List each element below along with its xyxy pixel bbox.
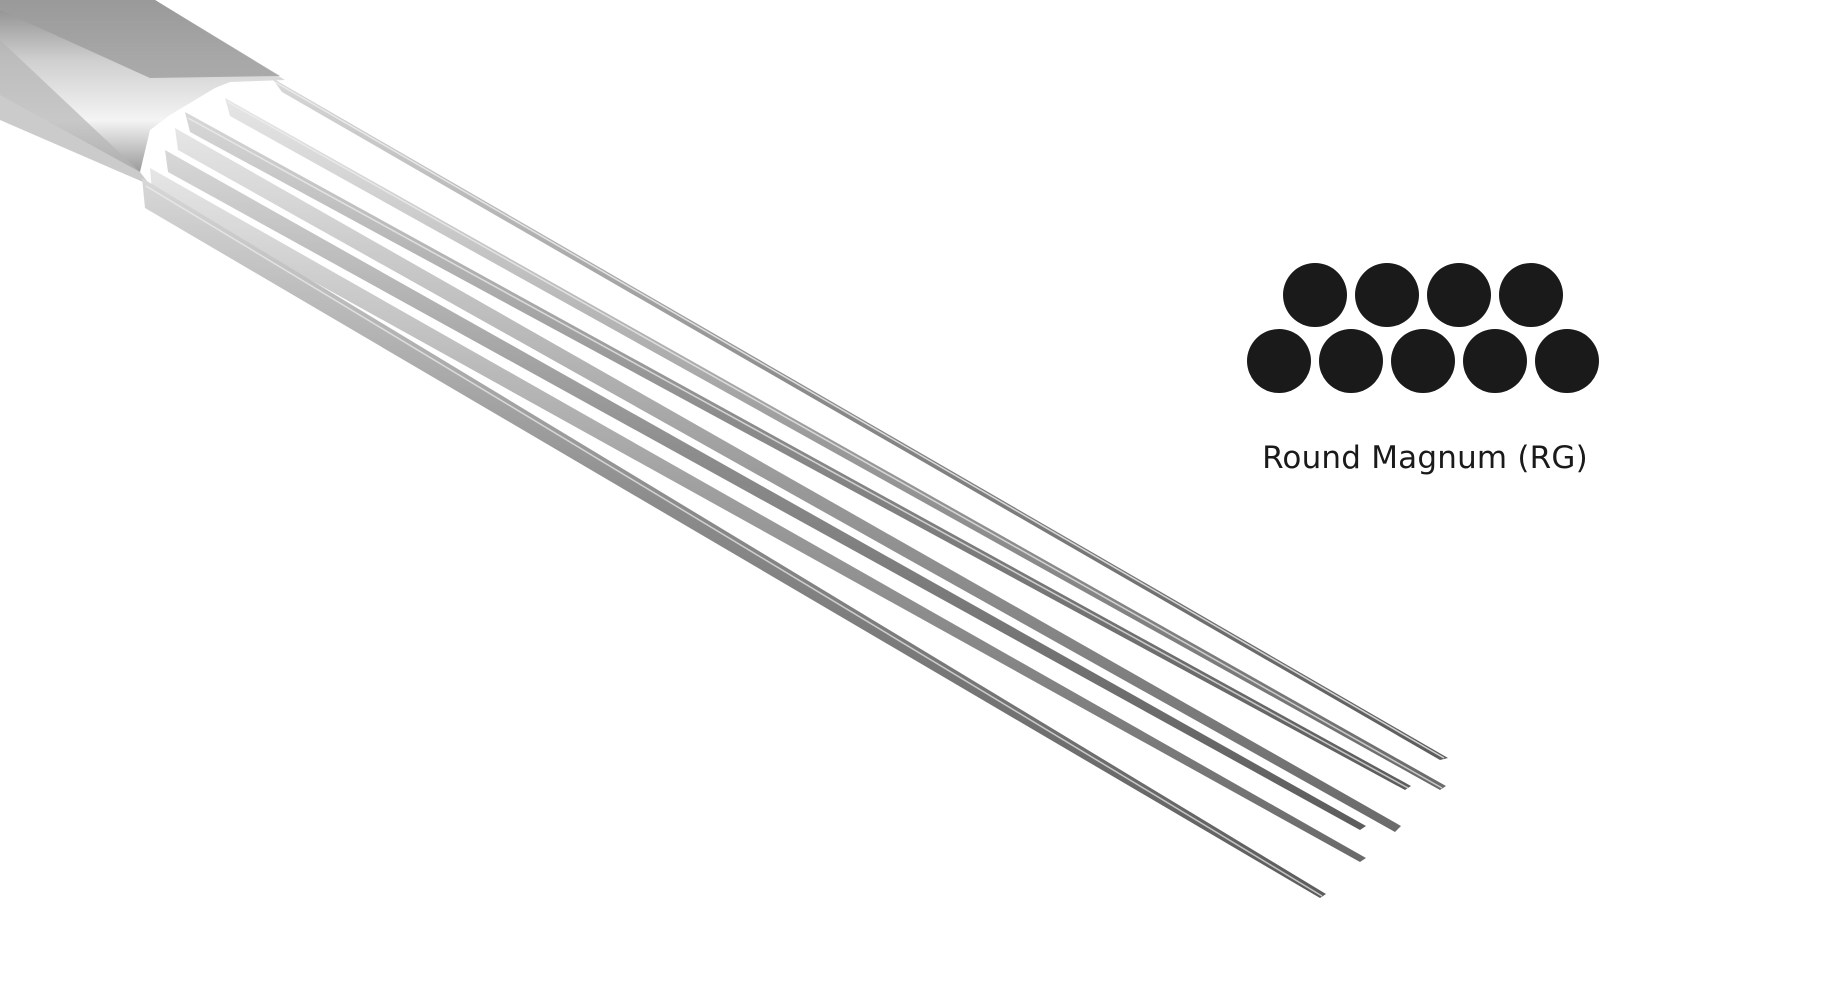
configuration-label: Round Magnum (RG) — [1262, 440, 1588, 476]
config-dot — [1391, 329, 1455, 393]
config-dot — [1247, 329, 1311, 393]
config-dot — [1283, 263, 1347, 327]
config-dot — [1499, 263, 1563, 327]
config-dot — [1535, 329, 1599, 393]
needle-configuration-dots — [1247, 263, 1599, 393]
config-dot — [1355, 263, 1419, 327]
needle-bar — [0, 0, 285, 185]
config-dot — [1463, 329, 1527, 393]
needles — [142, 78, 1448, 898]
config-dot — [1319, 329, 1383, 393]
config-dot — [1427, 263, 1491, 327]
